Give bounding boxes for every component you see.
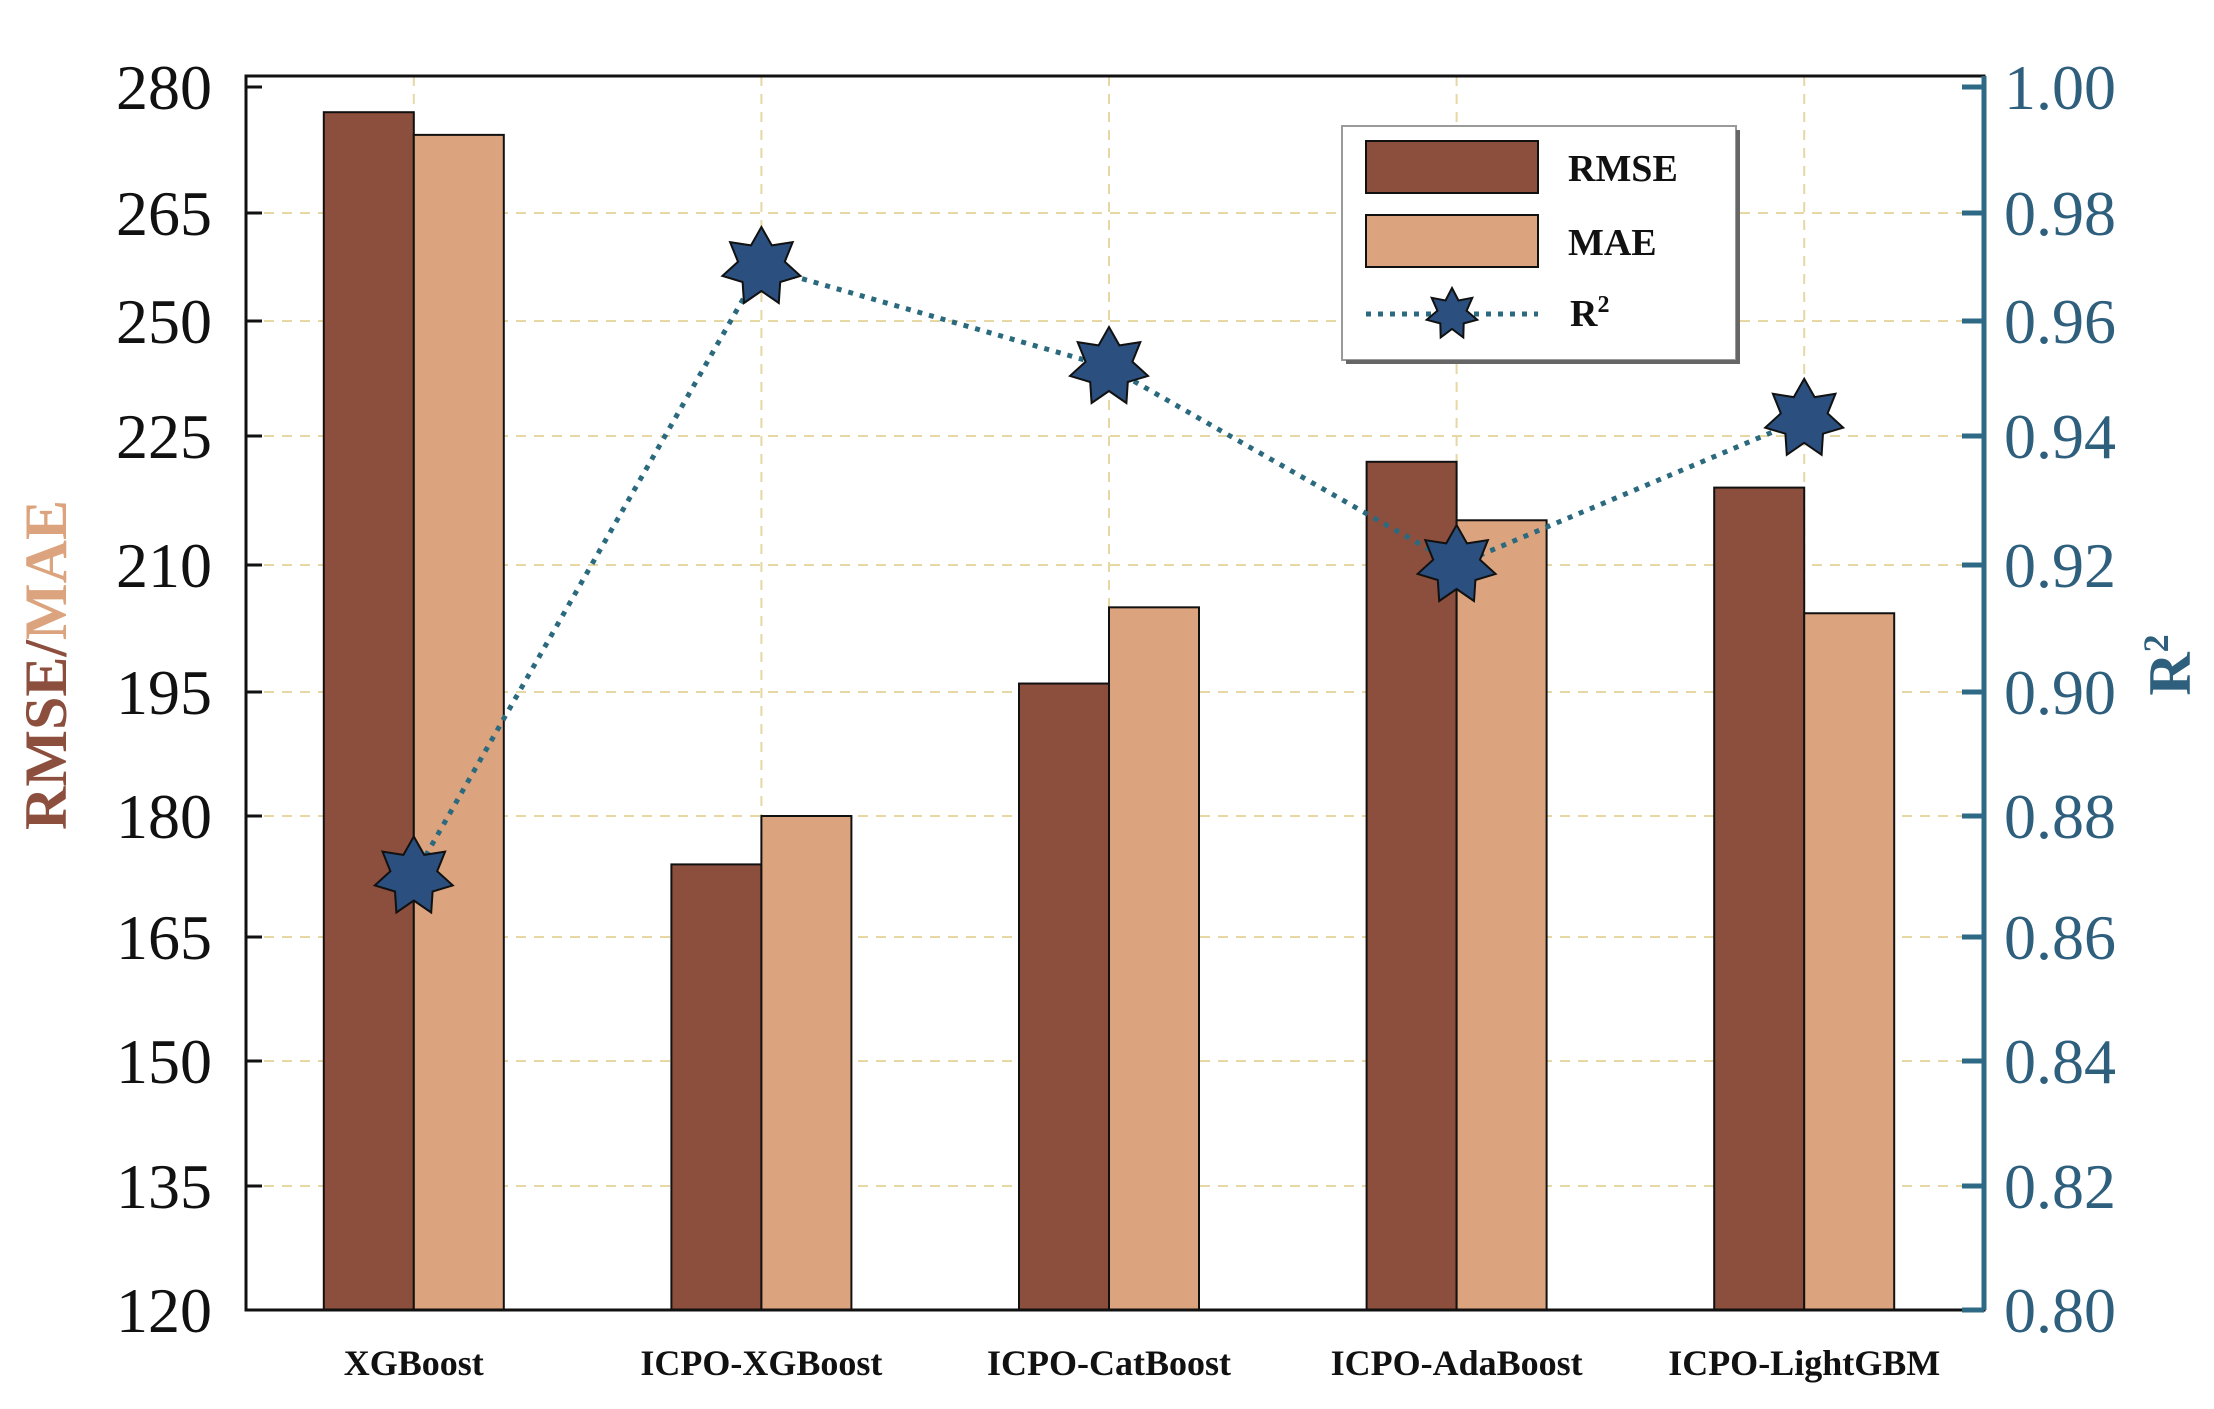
left-axis-title-rmse: RMSE: [13, 657, 79, 830]
x-tick-label: XGBoost: [344, 1343, 484, 1383]
right-tick-label: 0.92: [2004, 530, 2116, 601]
left-tick-label: 180: [116, 781, 212, 852]
r2-point: [1415, 522, 1498, 603]
legend-r2-label: R2: [1570, 292, 1609, 335]
bar-mae: [1803, 612, 1896, 1311]
left-tick-label: 150: [116, 1026, 212, 1097]
legend: RMSE MAE R2: [1341, 125, 1740, 364]
left-tick-label: 250: [116, 286, 212, 357]
right-tick-label: 0.88: [2004, 781, 2116, 852]
r2-point: [1763, 376, 1846, 457]
right-axis: 0.80 0.82 0.84 0.86 0.88 0.90 0.92 0.94 0.96 0.98…: [1962, 52, 2116, 1346]
legend-r2-star: [1424, 285, 1480, 340]
right-tick-label: 1.00: [2004, 52, 2116, 123]
legend-mae-label: MAE: [1568, 222, 1657, 264]
left-tick-label: 225: [116, 401, 212, 472]
right-tick-label: 0.96: [2004, 286, 2116, 357]
x-tick-label: ICPO-LightGBM: [1668, 1343, 1940, 1383]
right-axis-title-sup: 2: [2136, 634, 2176, 652]
x-tick-label: ICPO-XGBoost: [640, 1343, 882, 1383]
legend-r2-marker-icon: [1424, 285, 1480, 340]
left-axis-title-mae: MAE: [13, 500, 79, 640]
r2-point: [720, 224, 803, 305]
bar-rmse: [1018, 682, 1110, 1311]
bar-rmse: [1713, 486, 1806, 1312]
right-axis-title: R2: [2136, 634, 2203, 695]
left-tick-label: 165: [116, 902, 212, 973]
left-tick-label: 280: [116, 52, 212, 123]
bar-rmse: [670, 863, 763, 1312]
legend-rmse-swatch: [1365, 140, 1539, 194]
left-tick-label: 195: [116, 657, 212, 728]
legend-r2-label-sup: 2: [1597, 292, 1609, 318]
category-axis: XGBoost ICPO-XGBoost ICPO-CatBoost ICPO-Ada…: [344, 1343, 1940, 1383]
bar-mae: [1108, 606, 1200, 1311]
r2-point: [372, 834, 455, 915]
left-tick-label: 265: [116, 178, 212, 249]
bars: [322, 111, 1896, 1312]
x-tick-label: ICPO-AdaBoost: [1331, 1343, 1583, 1383]
right-tick-label: 0.80: [2004, 1275, 2116, 1346]
legend-rmse-label: RMSE: [1568, 148, 1678, 190]
left-tick-label: 120: [116, 1275, 212, 1346]
right-tick-label: 0.82: [2004, 1151, 2116, 1222]
right-tick-label: 0.86: [2004, 902, 2116, 973]
legend-r2-label-base: R: [1570, 293, 1598, 335]
right-tick-label: 0.94: [2004, 401, 2116, 472]
left-axis: 120 135 150 165 180 195 210 225 250 265 280: [116, 52, 262, 1346]
r2-point: [1068, 324, 1150, 405]
bar-rmse: [1365, 460, 1458, 1311]
r2-series: [372, 224, 1846, 915]
legend-mae-swatch: [1365, 214, 1539, 268]
x-tick-label: ICPO-CatBoost: [987, 1343, 1231, 1383]
right-tick-label: 0.84: [2004, 1026, 2116, 1097]
left-axis-title: RMSE/MAE: [13, 500, 79, 830]
bar-mae: [1455, 519, 1548, 1311]
left-tick-label: 210: [116, 530, 212, 601]
left-tick-label: 135: [116, 1151, 212, 1222]
bar-mae: [760, 815, 853, 1311]
left-axis-title-separator: /: [13, 639, 79, 658]
bar-rmse: [322, 111, 415, 1312]
right-tick-label: 0.90: [2004, 657, 2116, 728]
right-tick-label: 0.98: [2004, 178, 2116, 249]
right-axis-title-base: R: [2137, 652, 2203, 696]
bar-mae: [412, 133, 505, 1311]
